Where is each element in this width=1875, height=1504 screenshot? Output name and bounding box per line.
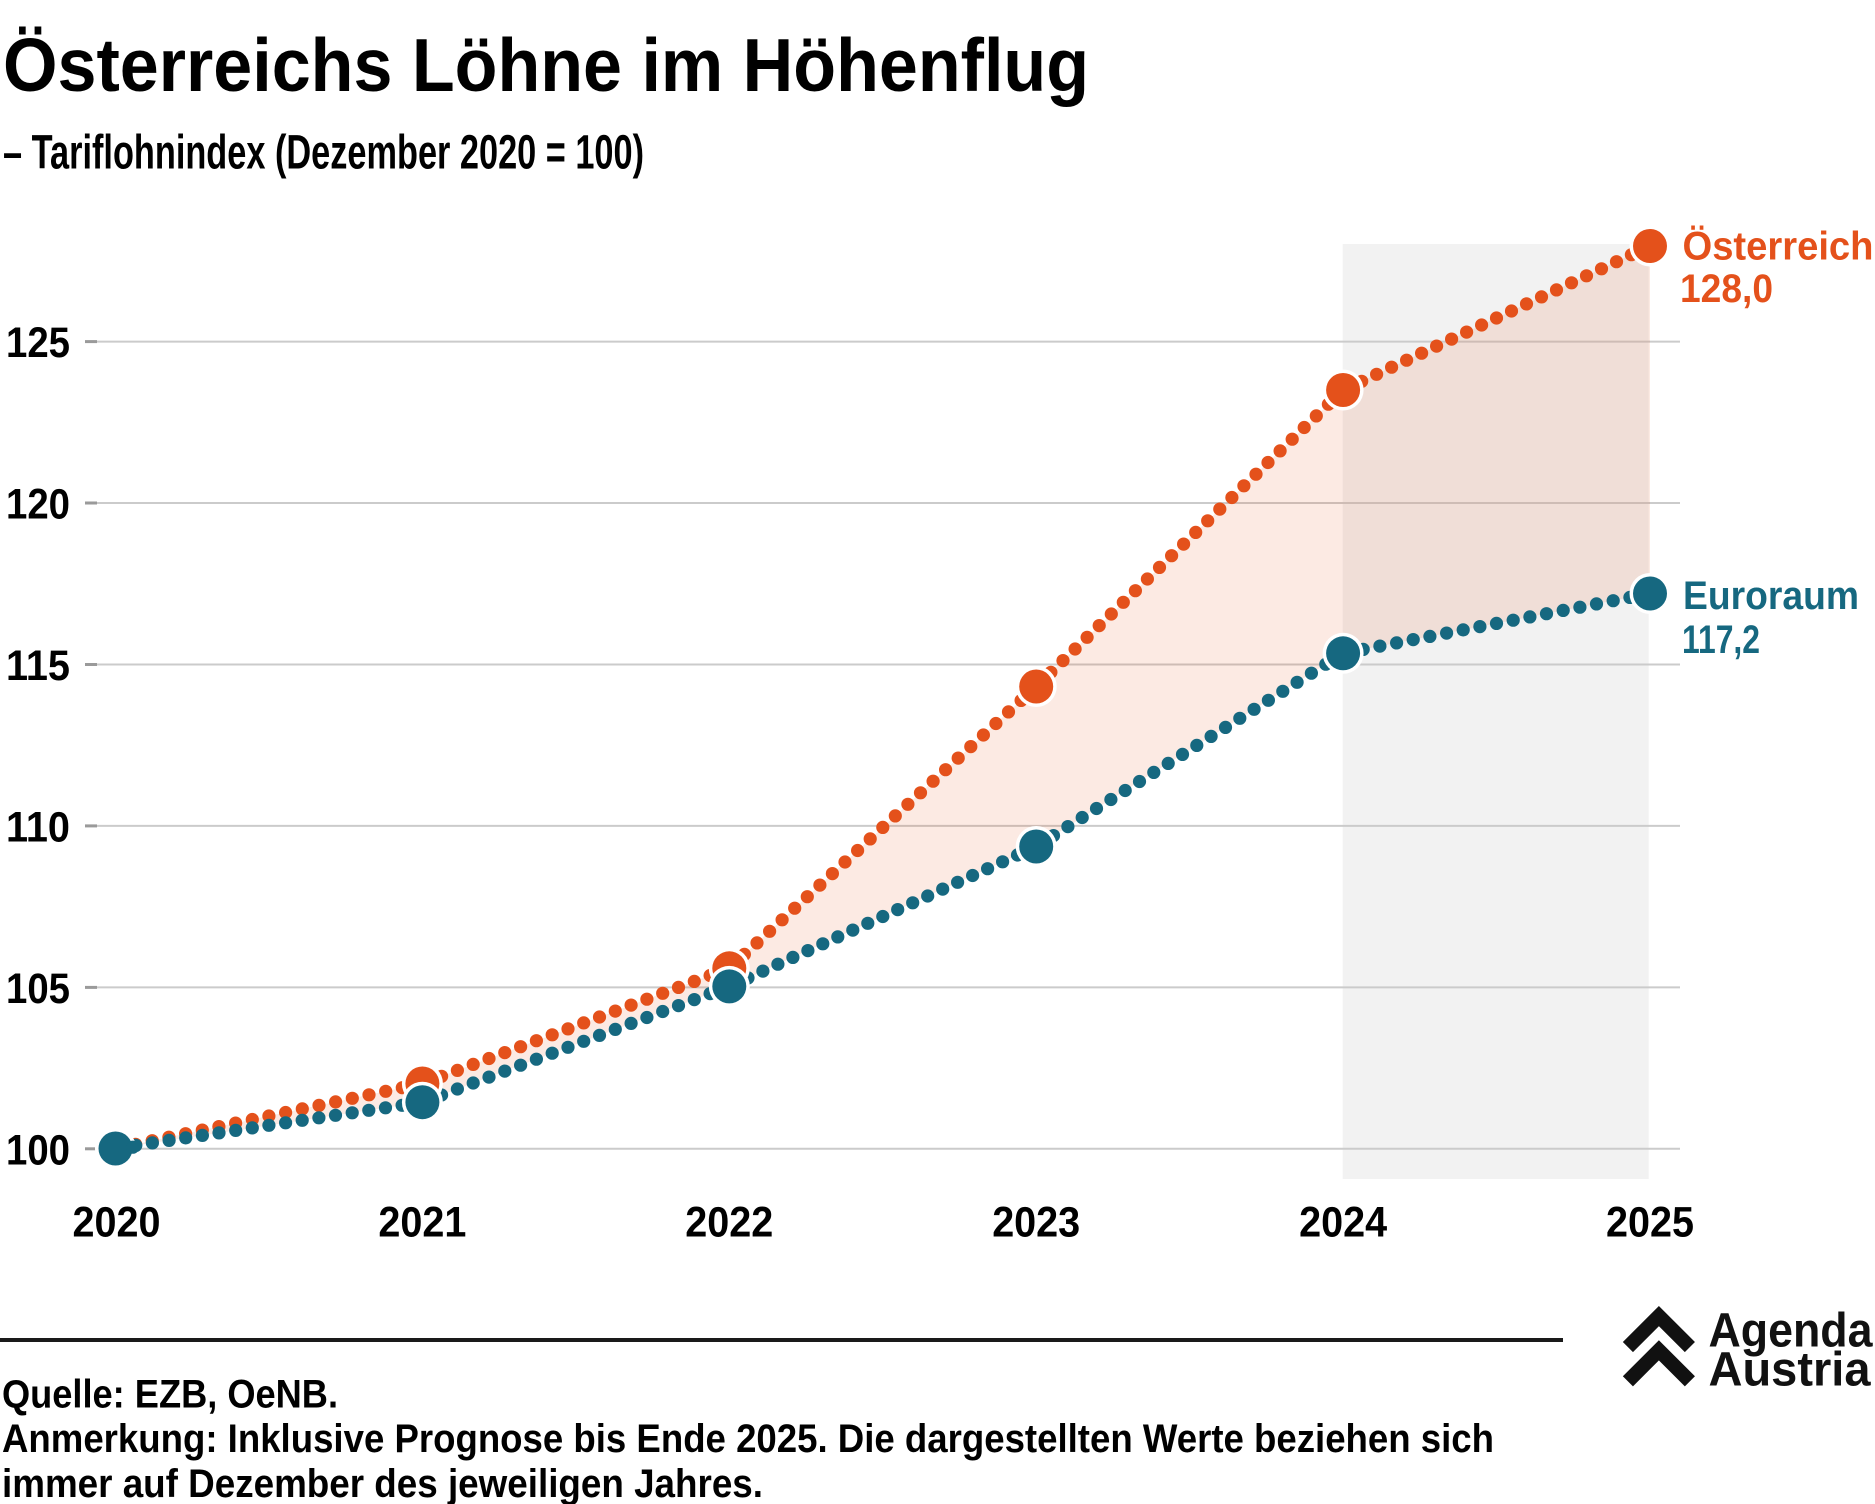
svg-text:2020: 2020 [73,1198,161,1246]
svg-text:Österreichs Löhne im Höhenflug: Österreichs Löhne im Höhenflug [3,23,1089,107]
svg-text:Quelle: EZB, OeNB.: Quelle: EZB, OeNB. [2,1372,338,1416]
svg-text:128,0: 128,0 [1680,267,1773,311]
svg-text:Euroraum: Euroraum [1683,574,1859,618]
svg-text:immer auf Dezember des jeweili: immer auf Dezember des jeweiligen Jahres… [2,1462,763,1504]
svg-text:105: 105 [6,965,70,1013]
svg-text:Agenda: Agenda [1709,1305,1873,1358]
svg-text:117,2: 117,2 [1682,618,1760,662]
svg-text:Österreich: Österreich [1683,223,1874,268]
svg-text:Austria: Austria [1709,1344,1871,1397]
svg-text:2025: 2025 [1606,1198,1694,1246]
svg-text:Anmerkung: Inklusive Prognose: Anmerkung: Inklusive Prognose bis Ende 2… [2,1417,1494,1461]
svg-text:– Tariflohnindex (Dezember 202: – Tariflohnindex (Dezember 2020 = 100) [3,127,644,180]
svg-text:110: 110 [6,804,70,852]
svg-text:2023: 2023 [992,1198,1080,1246]
svg-text:120: 120 [6,481,70,529]
svg-text:2022: 2022 [685,1198,773,1246]
svg-text:125: 125 [6,319,70,367]
svg-text:2021: 2021 [378,1198,466,1246]
svg-text:115: 115 [6,642,70,690]
svg-text:2024: 2024 [1299,1198,1387,1246]
svg-text:100: 100 [6,1126,70,1174]
